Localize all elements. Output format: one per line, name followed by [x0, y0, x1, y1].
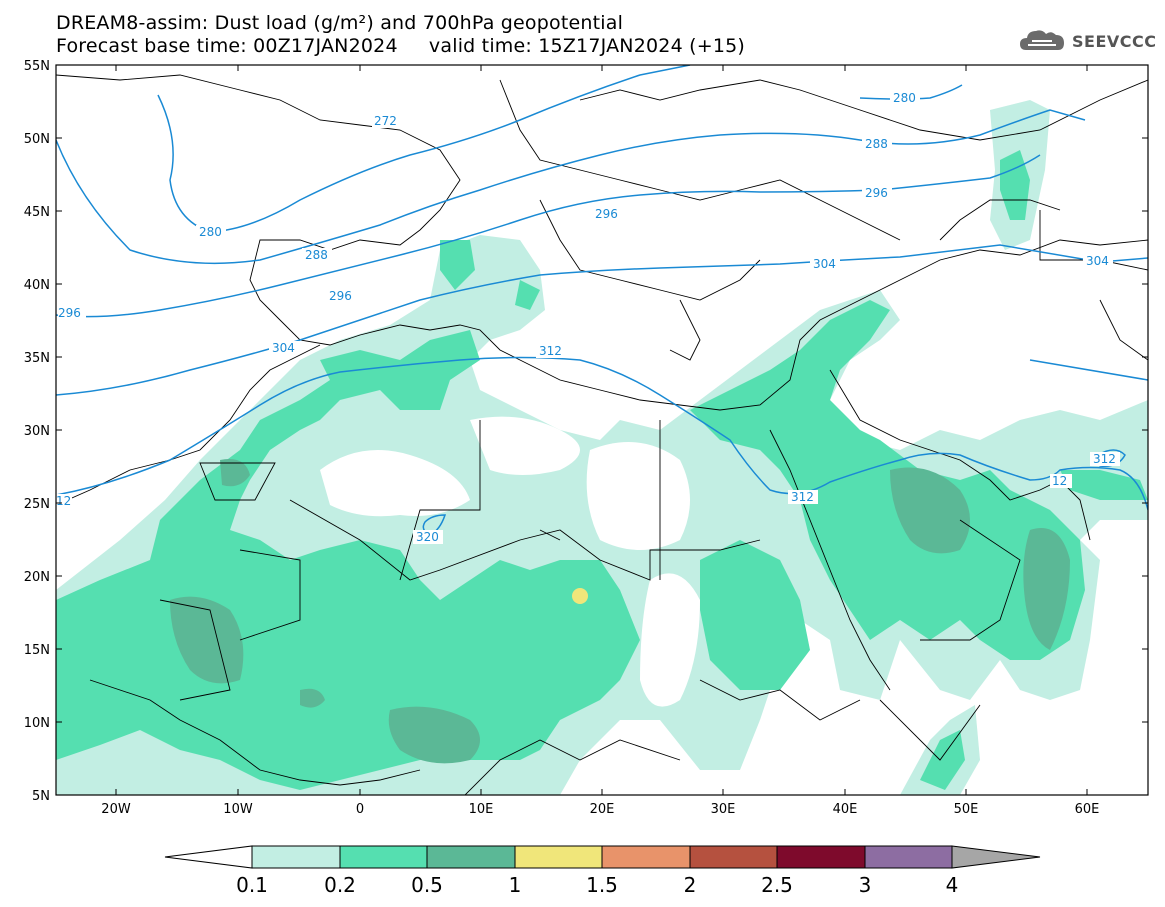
lat-label: 15N	[24, 643, 50, 658]
contour-label: 288	[865, 137, 888, 151]
lat-label: 35N	[24, 351, 50, 366]
contour-label: 296	[58, 306, 81, 320]
colorbar-swatch	[339, 845, 428, 869]
colorbar-label: 3	[859, 873, 872, 897]
contour-label: 304	[1086, 254, 1109, 268]
lon-label: 20W	[101, 802, 131, 817]
colorbar-label: 4	[946, 873, 959, 897]
longitude-labels: 20W 10W 0 10E 20E 30E 40E 50E 60E	[101, 802, 1099, 817]
colorbar-swatch	[426, 845, 516, 869]
lon-label: 20E	[590, 802, 615, 817]
colorbar-over-arrow	[951, 845, 1041, 869]
colorbar-swatch	[776, 845, 866, 869]
contour-label: 296	[595, 207, 618, 221]
colorbar-swatch	[251, 845, 341, 869]
geopotential-contours	[56, 65, 1148, 536]
seevccc-logo: SEEVCCC	[1018, 26, 1157, 56]
colorbar-swatch	[601, 845, 691, 869]
contour-label: 12	[1052, 474, 1067, 488]
colorbar-labels: 0.1 0.2 0.5 1 1.5 2 2.5 3 4	[236, 873, 958, 897]
logo-text: SEEVCCC	[1072, 31, 1157, 51]
colorbar-label: 0.1	[236, 873, 268, 897]
contour-label: 272	[374, 114, 397, 128]
colorbar-swatch	[514, 845, 603, 869]
latitude-axis	[56, 64, 1148, 723]
colorbar-label: 0.2	[324, 873, 356, 897]
lat-label: 5N	[32, 789, 50, 804]
lon-label: 50E	[954, 802, 979, 817]
cloud-icon	[1020, 30, 1064, 50]
lat-label: 50N	[24, 132, 50, 147]
contour-label: 304	[272, 341, 295, 355]
colorbar-label: 2.5	[761, 873, 793, 897]
contour-label: 280	[199, 225, 222, 239]
lon-label: 30E	[711, 802, 736, 817]
lat-label: 55N	[24, 59, 50, 74]
contour-label: 312	[1093, 452, 1116, 466]
map-title: DREAM8-assim: Dust load (g/m²) and 700hP…	[56, 12, 624, 34]
lon-label: 0	[356, 802, 364, 817]
dust-level-0-5	[170, 459, 1070, 764]
lat-label: 40N	[24, 278, 50, 293]
contour-label: 312	[791, 490, 814, 504]
lat-label: 20N	[24, 570, 50, 585]
colorbar-under-arrow	[164, 845, 253, 869]
contour-label: 312	[539, 344, 562, 358]
lon-label: 10W	[223, 802, 253, 817]
contour-label: 12	[56, 494, 71, 508]
colorbar-label: 0.5	[411, 873, 443, 897]
contour-label: 296	[865, 186, 888, 200]
colorbar-swatch	[689, 845, 778, 869]
contour-label: 296	[329, 289, 352, 303]
contour-label: 320	[416, 530, 439, 544]
lat-label: 45N	[24, 205, 50, 220]
colorbar-swatch	[864, 845, 953, 869]
longitude-axis	[115, 65, 1088, 795]
lat-label: 10N	[24, 716, 50, 731]
map-subtitle: Forecast base time: 00Z17JAN2024 valid t…	[56, 35, 746, 57]
contour-label: 288	[305, 248, 328, 262]
colorbar-label: 2	[684, 873, 697, 897]
lon-label: 40E	[833, 802, 858, 817]
contour-label: 304	[813, 257, 836, 271]
colorbar	[164, 845, 1041, 869]
lon-label: 10E	[469, 802, 494, 817]
contour-labels: 272 280 280 288 288 288 296 296 296 296 …	[56, 91, 1116, 544]
colorbar-label: 1.5	[586, 873, 618, 897]
latitude-labels: 55N 50N 45N 40N 35N 30N 25N 20N 15N 10N …	[24, 59, 50, 804]
lat-label: 30N	[24, 424, 50, 439]
contour-label: 280	[893, 91, 916, 105]
dust-level-1-hotspot	[572, 588, 588, 604]
colorbar-label: 1	[509, 873, 522, 897]
lon-label: 60E	[1075, 802, 1100, 817]
coastlines-and-borders	[56, 74, 1148, 795]
lat-label: 25N	[24, 497, 50, 512]
